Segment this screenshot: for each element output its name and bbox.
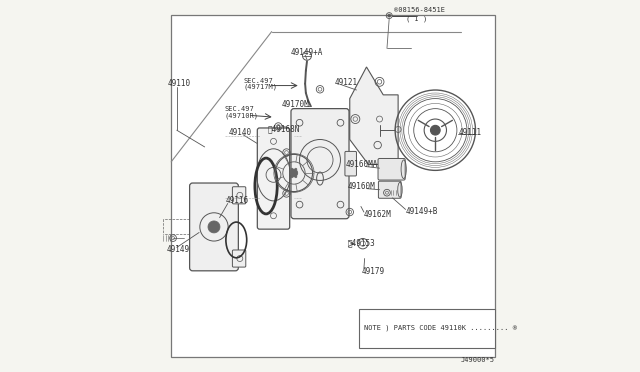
Text: (49717M): (49717M) bbox=[244, 84, 278, 90]
Text: (49710R): (49710R) bbox=[224, 112, 258, 119]
Circle shape bbox=[291, 169, 298, 177]
Text: 49160MA: 49160MA bbox=[346, 160, 378, 169]
Text: 49153: 49153 bbox=[348, 238, 376, 247]
FancyBboxPatch shape bbox=[291, 109, 349, 219]
Text: J49000*5: J49000*5 bbox=[461, 357, 495, 363]
Text: 49162M: 49162M bbox=[364, 210, 392, 219]
FancyBboxPatch shape bbox=[378, 181, 401, 198]
Text: 49121: 49121 bbox=[335, 78, 358, 87]
Circle shape bbox=[291, 176, 293, 178]
Text: 49140: 49140 bbox=[229, 128, 252, 137]
Text: SEC.497: SEC.497 bbox=[224, 106, 254, 112]
Circle shape bbox=[291, 168, 293, 170]
Text: 49149+A: 49149+A bbox=[291, 48, 323, 57]
Text: ®08156-8451E: ®08156-8451E bbox=[394, 7, 445, 13]
FancyBboxPatch shape bbox=[172, 15, 495, 357]
FancyBboxPatch shape bbox=[359, 309, 495, 348]
Text: SEC.497: SEC.497 bbox=[244, 78, 273, 84]
Text: 49179: 49179 bbox=[362, 267, 385, 276]
FancyBboxPatch shape bbox=[134, 0, 506, 372]
Text: NOTE ) PARTS CODE 49110K ......... ®: NOTE ) PARTS CODE 49110K ......... ® bbox=[364, 325, 517, 331]
Text: 49149: 49149 bbox=[167, 245, 190, 254]
Polygon shape bbox=[349, 67, 398, 164]
FancyBboxPatch shape bbox=[189, 183, 238, 271]
Circle shape bbox=[291, 172, 293, 174]
FancyBboxPatch shape bbox=[345, 151, 356, 176]
Text: 49111: 49111 bbox=[458, 128, 481, 137]
Circle shape bbox=[294, 168, 297, 170]
Circle shape bbox=[294, 176, 297, 178]
Circle shape bbox=[431, 125, 440, 135]
Text: 49160M: 49160M bbox=[348, 182, 376, 191]
FancyBboxPatch shape bbox=[232, 187, 246, 204]
FancyBboxPatch shape bbox=[257, 128, 290, 229]
Text: 49168N: 49168N bbox=[267, 124, 300, 133]
FancyBboxPatch shape bbox=[378, 158, 405, 180]
Text: 49116: 49116 bbox=[225, 196, 248, 205]
Text: 49149+B: 49149+B bbox=[406, 207, 438, 216]
Text: 49110: 49110 bbox=[168, 79, 191, 88]
Circle shape bbox=[388, 14, 390, 17]
Text: ( I ): ( I ) bbox=[406, 15, 427, 22]
FancyBboxPatch shape bbox=[232, 250, 246, 267]
Circle shape bbox=[208, 221, 220, 233]
Text: 49170M: 49170M bbox=[282, 100, 310, 109]
Circle shape bbox=[294, 172, 297, 174]
